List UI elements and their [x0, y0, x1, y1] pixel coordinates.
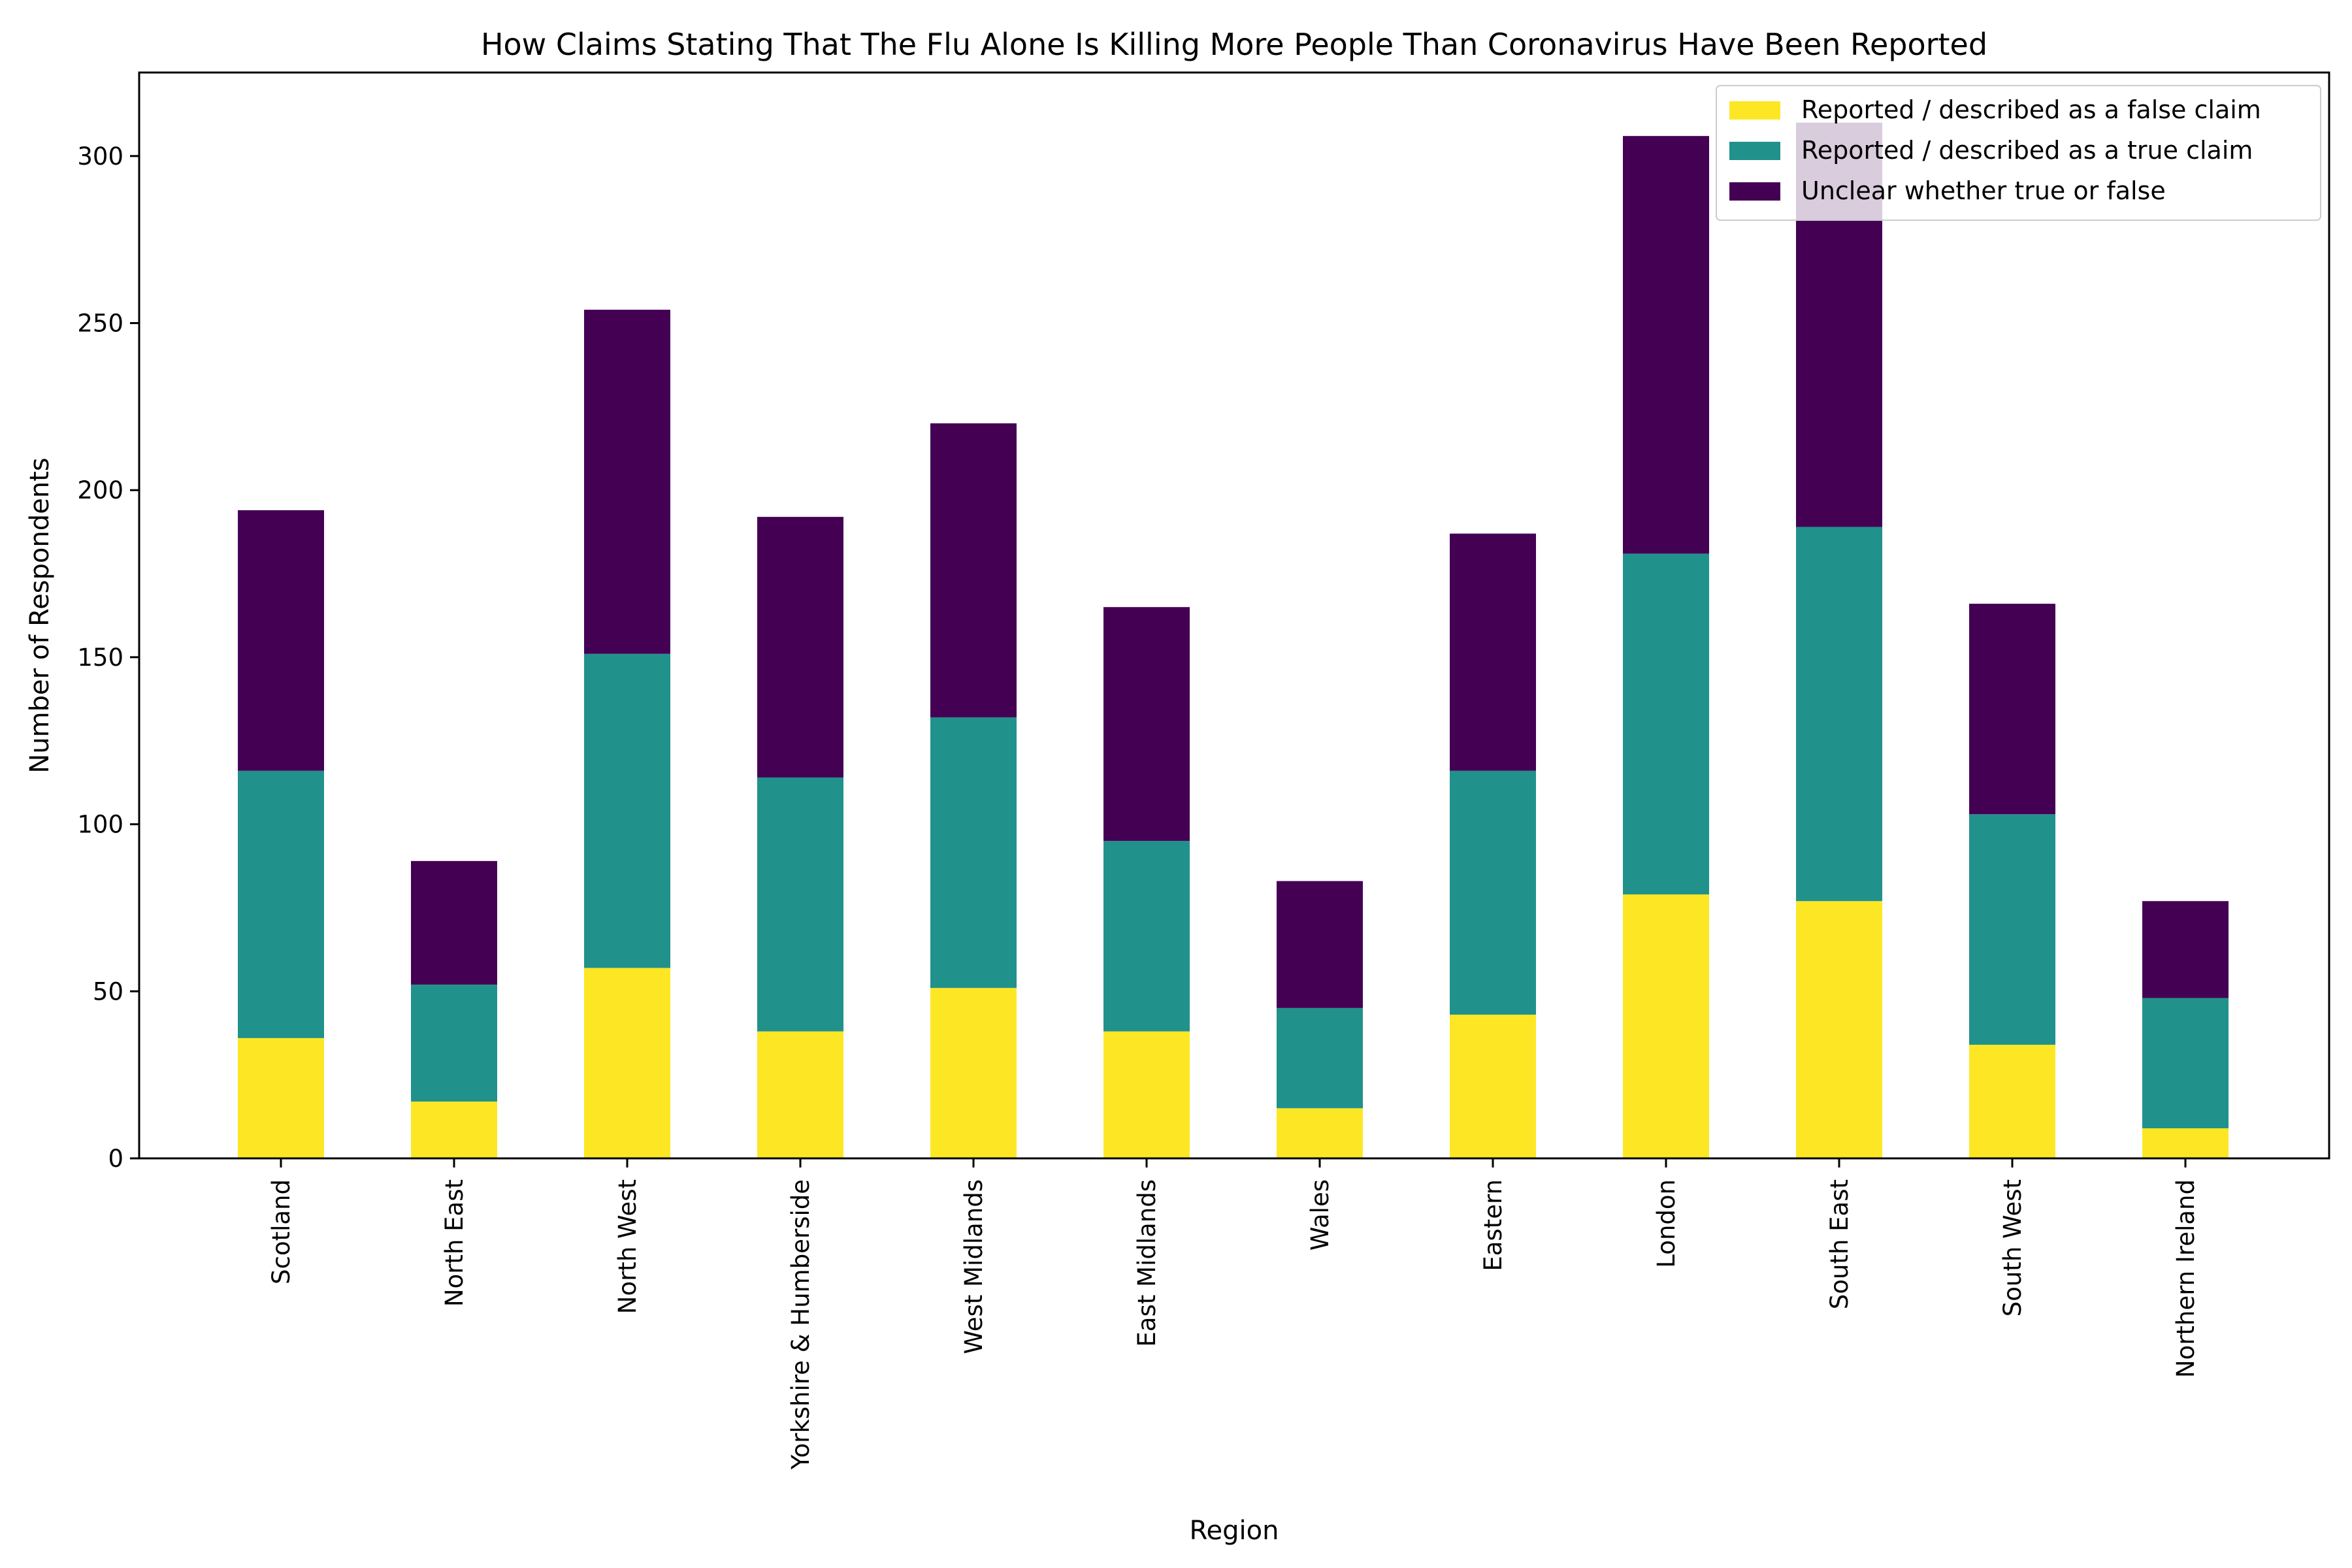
- x-tick-label: South West: [1999, 1179, 2027, 1316]
- y-tick-label: 300: [77, 142, 123, 171]
- x-tick-label: Eastern: [1479, 1179, 1507, 1271]
- bar-scotland-series-1: [238, 1037, 324, 1158]
- bar-south-west-series-1: [1969, 1045, 2055, 1158]
- x-tick-label: North East: [440, 1179, 468, 1307]
- bar-north-west-series-2: [584, 653, 670, 968]
- y-axis-title: Number of Respondents: [25, 457, 55, 773]
- y-tick-label: 150: [77, 644, 123, 672]
- bar-wales-series-1: [1277, 1108, 1363, 1158]
- bars-layer: [238, 122, 2229, 1158]
- x-tick-label: South East: [1825, 1179, 1854, 1309]
- bar-south-west-series-3: [1969, 604, 2055, 815]
- x-tick-label: North West: [613, 1179, 642, 1314]
- legend-swatch-3: [1729, 182, 1780, 201]
- x-tick-label: London: [1652, 1179, 1680, 1268]
- bar-north-east-series-2: [411, 985, 497, 1102]
- bar-yorkshire-humberside-series-1: [757, 1031, 843, 1158]
- x-tick-label: Wales: [1306, 1179, 1334, 1250]
- bar-west-midlands-series-2: [930, 717, 1017, 988]
- y-tick-label: 200: [77, 476, 123, 504]
- y-tick-label: 250: [77, 310, 123, 338]
- bar-west-midlands-series-3: [930, 423, 1017, 717]
- bar-south-east-series-1: [1796, 901, 1882, 1158]
- axis-ticks: Scotland North East North West Yorkshire & …: [77, 142, 2200, 1470]
- x-tick-label: Yorkshire & Humberside: [787, 1179, 815, 1470]
- legend-label-3: Unclear whether true or false: [1801, 176, 2166, 205]
- legend-label-1: Reported / described as a false claim: [1801, 95, 2261, 124]
- y-tick-label: 0: [108, 1145, 123, 1173]
- bar-north-west-series-1: [584, 968, 670, 1158]
- bar-west-midlands-series-1: [930, 988, 1017, 1158]
- x-tick-label: West Midlands: [960, 1179, 988, 1354]
- bar-north-east-series-1: [411, 1102, 497, 1158]
- x-tick-label: East Midlands: [1133, 1179, 1161, 1347]
- bar-northern-ireland-series-3: [2142, 901, 2229, 998]
- bar-wales-series-3: [1277, 881, 1363, 1008]
- legend: Reported / described as a false claim Rep…: [1716, 85, 2321, 221]
- bar-london-series-3: [1623, 136, 1709, 554]
- bar-london-series-2: [1623, 553, 1709, 895]
- bar-north-west-series-3: [584, 310, 670, 654]
- bar-scotland-series-2: [238, 770, 324, 1038]
- x-tick-label: Northern Ireland: [2172, 1179, 2200, 1378]
- bar-east-midlands-series-1: [1103, 1031, 1190, 1158]
- bar-eastern-series-2: [1450, 770, 1536, 1015]
- bar-northern-ireland-series-1: [2142, 1128, 2229, 1158]
- bar-scotland-series-3: [238, 510, 324, 771]
- bar-northern-ireland-series-2: [2142, 998, 2229, 1128]
- x-axis-title: Region: [1190, 1516, 1279, 1546]
- x-tick-label: Scotland: [267, 1179, 295, 1284]
- bar-eastern-series-1: [1450, 1015, 1536, 1158]
- bar-south-east-series-2: [1796, 527, 1882, 902]
- legend-box: [1716, 85, 2321, 221]
- y-tick-label: 100: [77, 811, 123, 839]
- bar-east-midlands-series-2: [1103, 841, 1190, 1032]
- bar-east-midlands-series-3: [1103, 607, 1190, 841]
- bar-yorkshire-humberside-series-3: [757, 517, 843, 778]
- bar-london-series-1: [1623, 894, 1709, 1158]
- bar-north-east-series-3: [411, 860, 497, 985]
- legend-label-2: Reported / described as a true claim: [1801, 136, 2253, 165]
- plot-frame: [138, 71, 2330, 1160]
- bar-south-west-series-2: [1969, 814, 2055, 1045]
- chart-title: How Claims Stating That The Flu Alone Is…: [481, 27, 1987, 62]
- bar-yorkshire-humberside-series-2: [757, 777, 843, 1032]
- legend-swatch-1: [1729, 101, 1780, 120]
- bar-wales-series-2: [1277, 1007, 1363, 1109]
- bar-eastern-series-3: [1450, 533, 1536, 771]
- legend-swatch-2: [1729, 142, 1780, 160]
- y-tick-label: 50: [93, 977, 123, 1005]
